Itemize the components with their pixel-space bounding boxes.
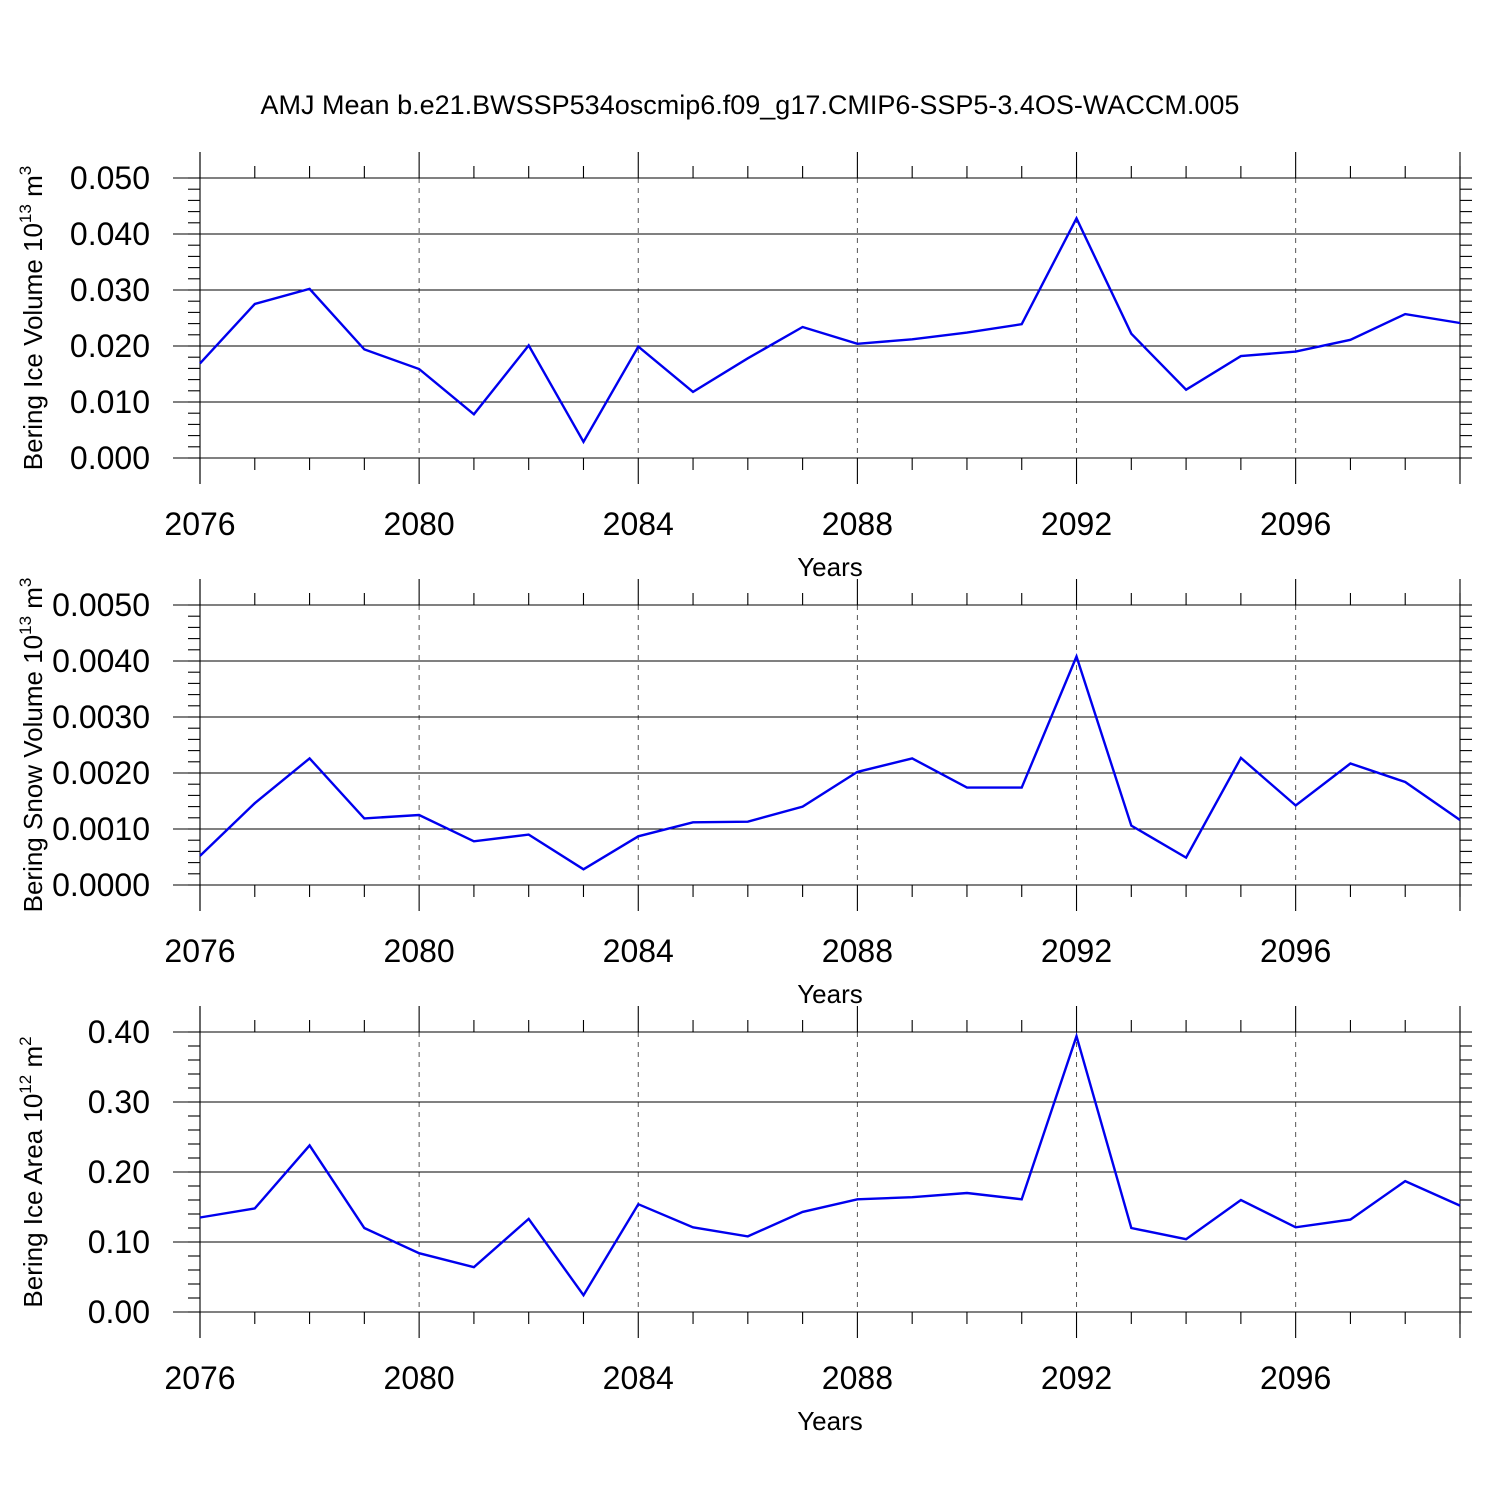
y-tick-label: 0.010 [70,384,150,420]
series-line [199,215,1461,445]
y-tick-label: 0.0000 [52,867,150,903]
x-tick-label: 2096 [1260,1360,1331,1396]
y-tick-label: 0.000 [70,440,150,476]
x-tick-label: 2076 [164,1360,235,1396]
x-axis-label: Years [797,979,863,1009]
y-tick-label: 0.0040 [52,643,150,679]
x-axis-label: Years [797,552,863,582]
y-tick-label: 0.40 [88,1014,150,1050]
x-tick-label: 2080 [384,506,455,542]
x-tick-label: 2092 [1041,506,1112,542]
y-axis-label: Bering Ice Area 1012 m2 [16,1036,48,1307]
y-tick-label: 0.020 [70,328,150,364]
x-tick-label: 2084 [603,933,674,969]
y-tick-label: 0.0030 [52,699,150,735]
y-tick-label: 0.040 [70,216,150,252]
x-tick-label: 2084 [603,506,674,542]
y-tick-label: 0.0020 [52,755,150,791]
series-line [199,653,1461,871]
y-tick-label: 0.10 [88,1224,150,1260]
y-tick-label: 0.050 [70,160,150,196]
y-axis-label: Bering Ice Volume 1013 m3 [16,166,48,470]
y-axis-label: Bering Snow Volume 1013 m3 [16,578,48,913]
panels: 0.000 0.010 0.020 0.030 0.040 0.050 2076 2080 20… [16,152,1472,1436]
x-tick-label: 2088 [822,1360,893,1396]
series-line [199,1032,1461,1298]
x-axis-label: Years [797,1406,863,1436]
y-tick-label: 0.0050 [52,587,150,623]
panel-1: 0.000 0.010 0.020 0.030 0.040 0.050 2076 2080 20… [16,152,1472,582]
x-tick-label: 2088 [822,506,893,542]
x-tick-label: 2076 [164,933,235,969]
y-tick-label: 0.30 [88,1084,150,1120]
x-tick-label: 2080 [384,933,455,969]
x-tick-label: 2092 [1041,933,1112,969]
y-tick-label: 0.0010 [52,811,150,847]
x-tick-label: 2096 [1260,933,1331,969]
x-tick-label: 2096 [1260,506,1331,542]
x-tick-label: 2076 [164,506,235,542]
figure-title: AMJ Mean b.e21.BWSSP534oscmip6.f09_g17.C… [261,90,1240,120]
y-tick-label: 0.030 [70,272,150,308]
y-tick-label: 0.20 [88,1154,150,1190]
panel-3: 0.00 0.10 0.20 0.30 0.40 2076 2080 2084 2088 2092… [16,1006,1472,1436]
x-tick-label: 2092 [1041,1360,1112,1396]
x-tick-label: 2080 [384,1360,455,1396]
panel-2: 0.0000 0.0010 0.0020 0.0030 0.0040 0.0050 2076… [16,578,1472,1009]
y-tick-label: 0.00 [88,1294,150,1330]
x-tick-label: 2084 [603,1360,674,1396]
x-tick-label: 2088 [822,933,893,969]
